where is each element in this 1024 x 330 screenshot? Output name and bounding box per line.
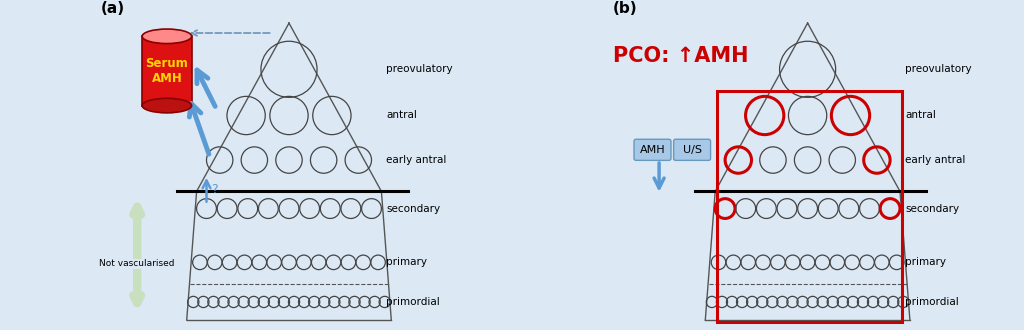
Text: secondary: secondary xyxy=(386,204,440,214)
Bar xyxy=(142,36,191,106)
Bar xyxy=(717,91,902,322)
Ellipse shape xyxy=(142,98,191,113)
Text: antral: antral xyxy=(905,111,936,120)
Text: U/S: U/S xyxy=(683,145,701,155)
Text: AMH: AMH xyxy=(640,145,666,155)
Text: primordial: primordial xyxy=(386,297,440,307)
Text: secondary: secondary xyxy=(905,204,959,214)
Text: PCO: ↑AMH: PCO: ↑AMH xyxy=(613,46,749,66)
Text: Serum
AMH: Serum AMH xyxy=(145,57,188,85)
Text: ?: ? xyxy=(211,183,218,196)
Ellipse shape xyxy=(142,29,191,44)
Text: primary: primary xyxy=(905,257,946,267)
Text: antral: antral xyxy=(386,111,417,120)
FancyBboxPatch shape xyxy=(634,139,671,160)
Text: early antral: early antral xyxy=(386,155,446,165)
Text: preovulatory: preovulatory xyxy=(386,64,453,74)
Text: early antral: early antral xyxy=(905,155,966,165)
Text: Not vascularised: Not vascularised xyxy=(99,259,175,269)
Text: (a): (a) xyxy=(101,1,125,16)
Text: (b): (b) xyxy=(613,1,638,16)
Text: preovulatory: preovulatory xyxy=(905,64,972,74)
Text: primary: primary xyxy=(386,257,427,267)
Text: primordial: primordial xyxy=(905,297,958,307)
FancyBboxPatch shape xyxy=(674,139,711,160)
